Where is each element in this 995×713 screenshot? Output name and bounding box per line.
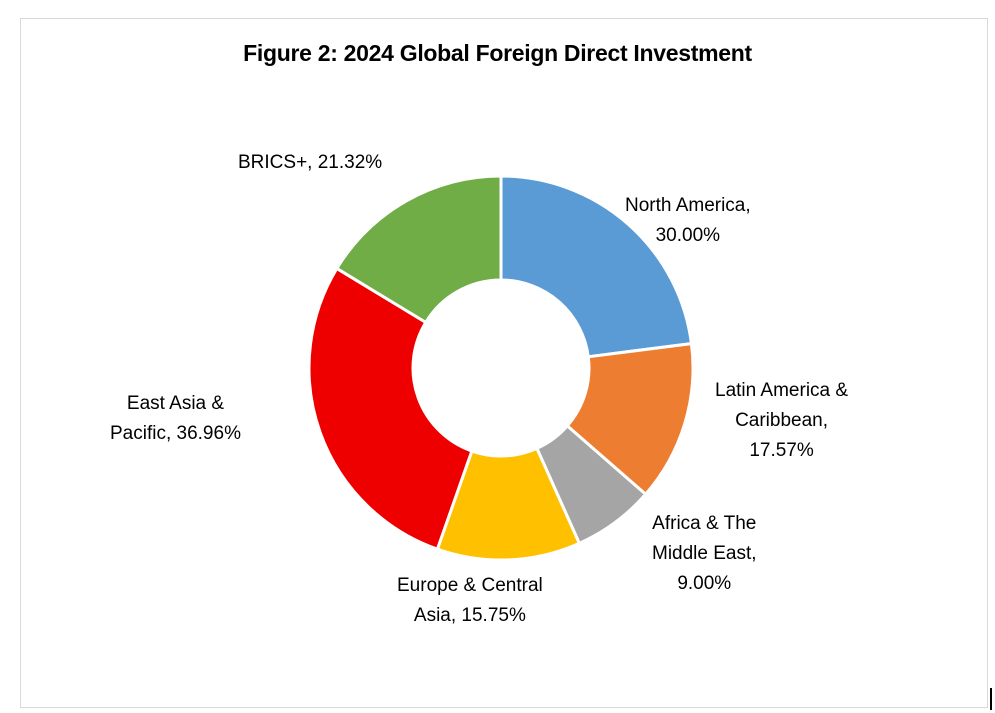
label-line: Caribbean, — [735, 410, 829, 431]
data-label-brics: BRICS+, 21.32% — [238, 148, 382, 178]
data-label-east-asia-pacific: East Asia & Pacific, 36.96% — [110, 389, 241, 449]
data-label-africa-middle-east: Africa & The Middle East, 9.00% — [652, 509, 757, 599]
label-line: North America, — [625, 195, 751, 216]
label-line: BRICS+, 21.32% — [238, 152, 383, 173]
donut-slice-latin-america-caribbean — [565, 341, 695, 497]
label-line: 9.00% — [677, 573, 732, 594]
data-label-north-america: North America, 30.00% — [625, 191, 751, 251]
text-cursor — [990, 688, 992, 710]
label-line: Latin America & — [715, 380, 849, 401]
label-line: 17.57% — [749, 440, 814, 461]
label-line: Europe & Central — [397, 575, 543, 596]
data-label-europe-central-asia: Europe & Central Asia, 15.75% — [397, 571, 543, 631]
donut-slice-north-america — [499, 174, 694, 359]
label-line: Middle East, — [652, 543, 757, 564]
label-line: Pacific, 36.96% — [110, 423, 241, 444]
label-line: 30.00% — [655, 225, 721, 246]
data-label-latin-america: Latin America & Caribbean, 17.57% — [715, 376, 848, 466]
label-line: Asia, 15.75% — [413, 605, 526, 626]
donut-slice-brics — [334, 174, 503, 325]
donut-slice-east-asia-pacific — [307, 266, 474, 552]
label-line: Africa & The — [652, 513, 757, 534]
label-line: East Asia & — [126, 393, 225, 414]
chart-title: Figure 2: 2024 Global Foreign Direct Inv… — [243, 40, 752, 66]
chart-frame — [20, 18, 988, 708]
